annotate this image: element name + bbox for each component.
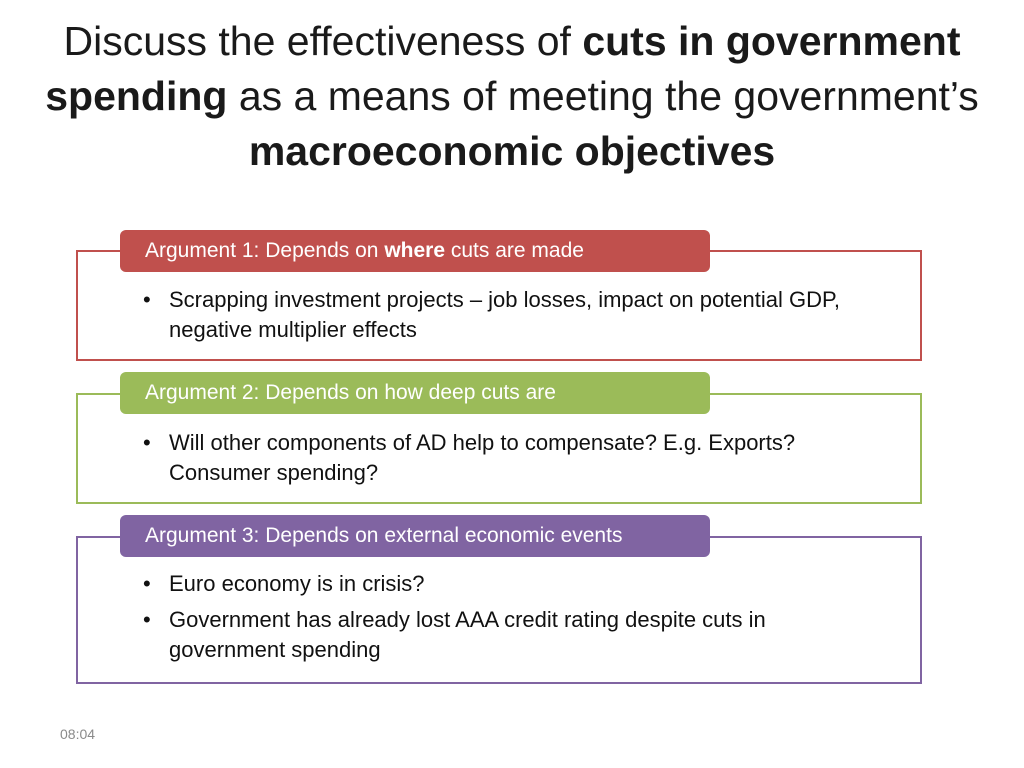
bullet-dot: • <box>143 607 151 632</box>
bullet-text: Government has already lost AAA credit r… <box>169 607 766 662</box>
argument-3-bullets: • Euro economy is in crisis? • Government … <box>143 569 863 671</box>
bullet-item: • Euro economy is in crisis? <box>143 569 863 599</box>
bullet-item: • Government has already lost AAA credit … <box>143 605 863 665</box>
argument-2-header: Argument 2: Depends on how deep cuts are <box>120 372 710 414</box>
argument-2-header-text: Argument 2: Depends on how deep cuts are <box>145 381 556 404</box>
title-text-1: Discuss the effectiveness of <box>63 18 583 64</box>
argument-3-header-text: Argument 3: Depends on external economic… <box>145 524 623 547</box>
argument-3-panel <box>76 536 922 684</box>
bullet-text: Scrapping investment projects – job loss… <box>169 287 840 342</box>
title-bold-1: cuts in government spending <box>45 18 961 119</box>
argument-1-bullets: • Scrapping investment projects – job los… <box>143 285 863 351</box>
argument-2-bullets: • Will other components of AD help to com… <box>143 428 863 494</box>
slide-title: Discuss the effectiveness of cuts in gov… <box>40 14 984 179</box>
bullet-dot: • <box>143 287 151 312</box>
slide-timestamp: 08:04 <box>60 726 96 742</box>
argument-1-header: Argument 1: Depends on where cuts are ma… <box>120 230 710 272</box>
bullet-item: • Will other components of AD help to com… <box>143 428 863 488</box>
argument-1-header-bold: where <box>384 239 446 262</box>
bullet-dot: • <box>143 430 151 455</box>
argument-1-header-text: Argument 1: Depends on <box>145 239 385 262</box>
argument-1-header-text-end: cuts are made <box>445 239 584 262</box>
bullet-dot: • <box>143 571 151 596</box>
argument-3-header: Argument 3: Depends on external economic… <box>120 515 710 557</box>
bullet-text: Will other components of AD help to comp… <box>169 430 796 485</box>
title-bold-2: macroeconomic objectives <box>248 128 776 174</box>
title-text-2: as a means of meeting the government’s <box>227 73 979 119</box>
bullet-text: Euro economy is in crisis? <box>169 571 425 596</box>
bullet-item: • Scrapping investment projects – job los… <box>143 285 863 345</box>
